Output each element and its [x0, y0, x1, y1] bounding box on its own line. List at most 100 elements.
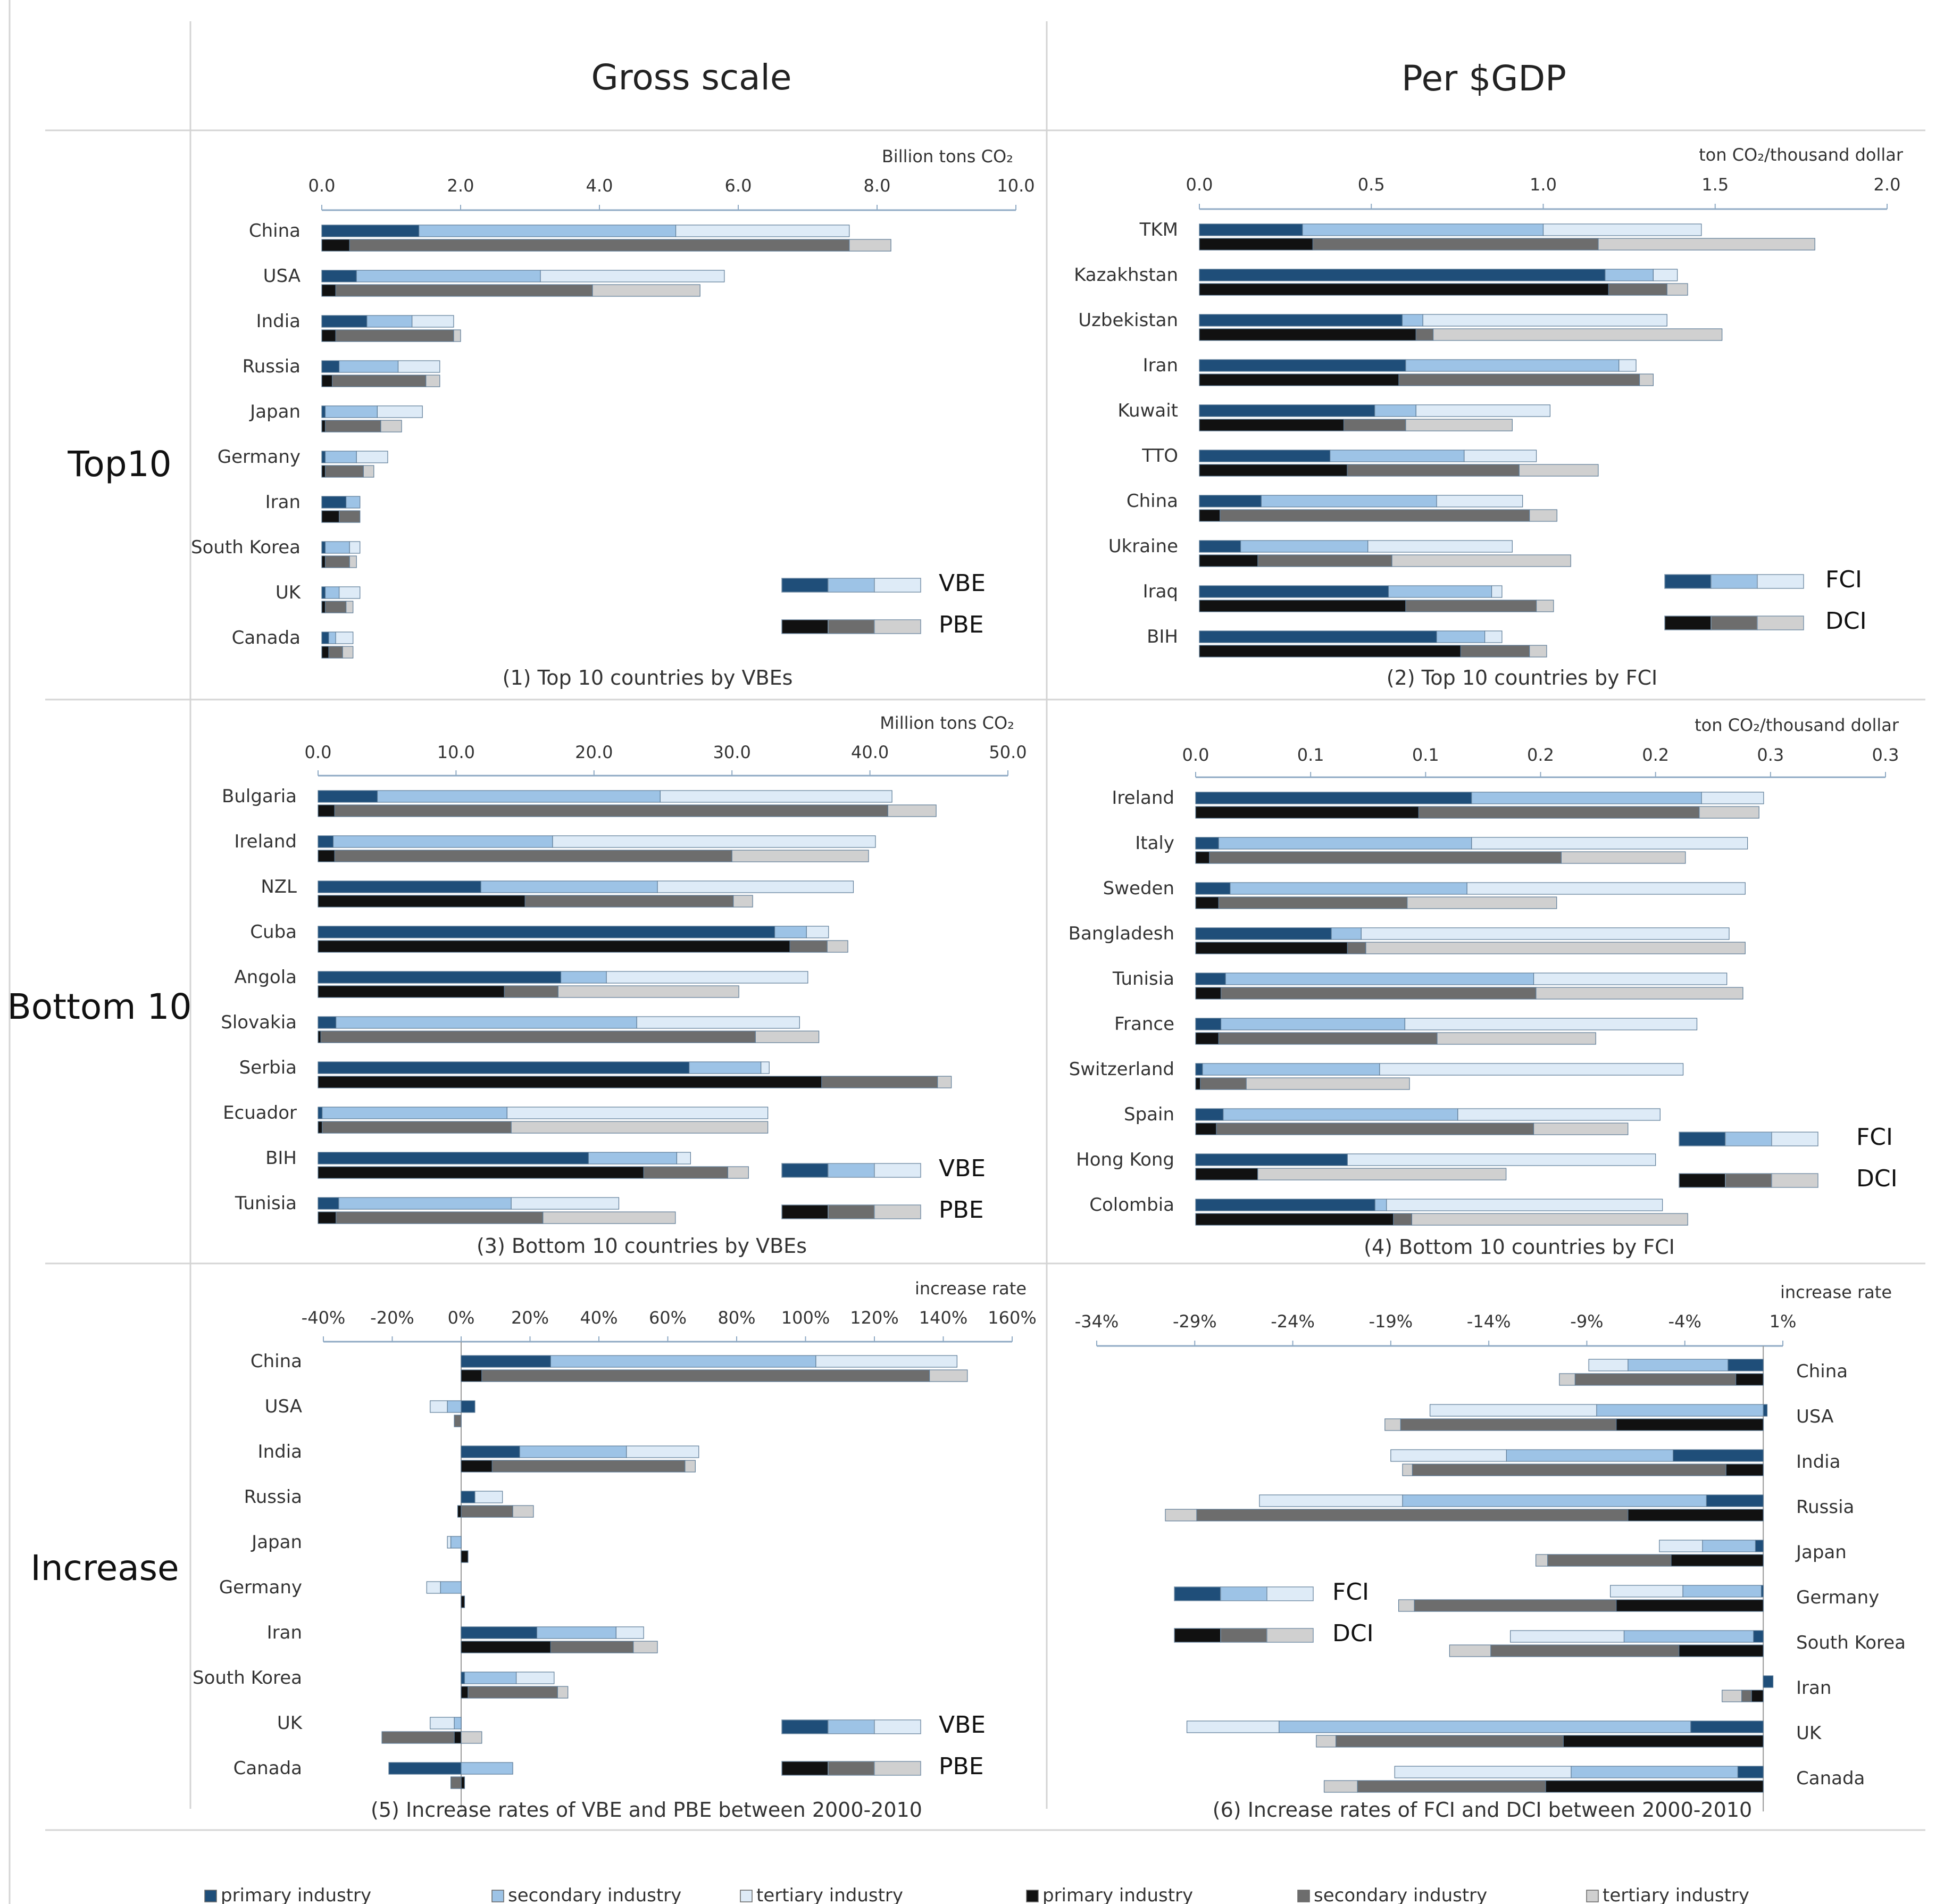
x-tick-label: 0.0: [305, 742, 332, 762]
bar-segment-fci-3: [1404, 1018, 1698, 1030]
bar-segment-dci-2: [1357, 1780, 1546, 1793]
legend-swatch: [828, 619, 875, 634]
category-label: Japan: [251, 1532, 302, 1553]
bar-segment-fci-1: [1199, 495, 1262, 508]
bar-segment-fci-1: [1706, 1494, 1764, 1507]
bar-segment-pbe-2: [334, 850, 732, 862]
bar-segment-vbe-1: [321, 451, 326, 463]
bar-segment-vbe-3: [615, 1626, 644, 1639]
bar-segment-dci-3: [1529, 645, 1547, 658]
bar-segment-fci-3: [1701, 792, 1764, 804]
bar-segment-pbe-3: [363, 465, 374, 478]
bar-segment-pbe-2: [461, 1505, 513, 1518]
bar-segment-vbe-2: [324, 405, 378, 418]
bar-segment-vbe-3: [474, 1491, 503, 1503]
legend-label-dci: DCI: [1332, 1620, 1374, 1647]
bar-segment-fci-3: [1484, 630, 1503, 643]
bar-segment-dci-2: [1218, 1032, 1438, 1045]
bar-segment-vbe-1: [461, 1626, 538, 1639]
bar-segment-fci-3: [1471, 837, 1748, 850]
legend-swatch: [874, 578, 921, 593]
bar-segment-vbe-3: [676, 1152, 691, 1165]
bar-segment-vbe-2: [519, 1445, 627, 1458]
footer-swatch: [1297, 1890, 1310, 1902]
bar-segment-vbe-3: [552, 835, 876, 848]
x-tick-label: 0.3: [1757, 745, 1784, 765]
bar-segment-dci-3: [1405, 419, 1513, 431]
bar-segment-fci-1: [1737, 1766, 1764, 1778]
bar-segment-fci-2: [1436, 630, 1486, 643]
footer-swatch: [1026, 1890, 1039, 1902]
bar-segment-dci-2: [1741, 1690, 1752, 1702]
category-label: Kazakhstan: [1074, 264, 1178, 286]
bar-segment-vbe-1: [318, 880, 481, 893]
x-tick-label: 2.0: [1874, 174, 1901, 195]
category-label: Iran: [1143, 355, 1178, 376]
bar-segment-dci-2: [1608, 283, 1667, 296]
legend-swatch: [1771, 1173, 1818, 1188]
legend-swatch: [781, 1204, 829, 1219]
bar-segment-pbe-1: [318, 1211, 337, 1224]
bar-segment-dci-3: [1536, 987, 1743, 1000]
bar-segment-dci-2: [1220, 987, 1537, 1000]
bar-segment-pbe-1: [461, 1776, 465, 1789]
bar-segment-vbe-3: [657, 880, 854, 893]
bar-segment-pbe-2: [550, 1641, 634, 1653]
bar-segment-dci-2: [1196, 1509, 1629, 1521]
bar-segment-vbe-1: [318, 971, 562, 984]
x-tick-label: -29%: [1173, 1311, 1217, 1332]
bar-segment-fci-1: [1195, 1108, 1224, 1121]
bar-segment-pbe-3: [557, 1686, 569, 1699]
chart-caption: (2) Top 10 countries by FCI: [1387, 666, 1657, 689]
bar-segment-fci-2: [1506, 1449, 1674, 1462]
category-label: Ireland: [1112, 787, 1174, 809]
bar-segment-vbe-2: [377, 790, 661, 803]
x-tick-label: 0.0: [308, 176, 336, 196]
category-label: Switzerland: [1069, 1059, 1174, 1080]
bar-segment-vbe-1: [318, 835, 334, 848]
bar-segment-fci-3: [1653, 269, 1678, 281]
category-label: Serbia: [239, 1057, 297, 1078]
bar-segment-pbe-3: [342, 646, 354, 659]
bar-segment-pbe-1: [318, 985, 505, 998]
legend-label-dci: DCI: [1825, 608, 1867, 635]
x-tick-label: 0.3: [1872, 745, 1899, 765]
bar-segment-pbe-3: [511, 1121, 769, 1134]
bar-segment-fci-3: [1429, 1404, 1597, 1417]
bar-segment-vbe-1: [461, 1491, 475, 1503]
bar-segment-vbe-2: [588, 1152, 678, 1165]
x-tick-label: -40%: [302, 1308, 346, 1328]
bar-segment-fci-3: [1186, 1720, 1280, 1733]
bar-segment-pbe-1: [461, 1595, 465, 1608]
unit-label: increase rate: [1780, 1282, 1892, 1302]
legend-swatch: [1266, 1586, 1314, 1601]
bar-segment-pbe-3: [733, 895, 753, 908]
bar-segment-vbe-2: [336, 1016, 637, 1029]
bar-segment-fci-1: [1195, 1199, 1375, 1211]
bar-segment-fci-2: [1471, 792, 1702, 804]
x-tick-label: 8.0: [864, 176, 891, 196]
bar-segment-pbe-3: [557, 985, 739, 998]
bar-segment-vbe-3: [506, 1107, 769, 1119]
bar-segment-dci-1: [1616, 1599, 1764, 1612]
bar-segment-pbe-1: [318, 1030, 321, 1043]
bar-segment-dci-1: [1195, 1213, 1394, 1226]
bar-segment-vbe-3: [806, 926, 829, 938]
legend-swatch: [1771, 1132, 1818, 1146]
bar-segment-dci-3: [1533, 1123, 1629, 1135]
bar-segment-pbe-2: [335, 329, 454, 342]
bar-segment-vbe-3: [511, 1197, 620, 1210]
chart-caption: (1) Top 10 countries by VBEs: [503, 666, 793, 689]
bar-segment-dci-3: [1407, 896, 1557, 909]
x-tick-label: 40%: [580, 1308, 618, 1328]
bar-segment-fci-2: [1596, 1404, 1764, 1417]
bar-segment-vbe-1: [461, 1672, 465, 1684]
bar-segment-vbe-1: [321, 631, 329, 644]
legend-swatch: [1711, 616, 1758, 630]
x-tick-label: 0.1: [1297, 745, 1324, 765]
category-label: Ukraine: [1108, 536, 1178, 557]
bar-segment-pbe-1: [321, 329, 336, 342]
footer-label: primary industry: [1042, 1885, 1193, 1904]
footer-label: primary industry: [221, 1885, 371, 1904]
bar-segment-vbe-2: [366, 315, 413, 328]
